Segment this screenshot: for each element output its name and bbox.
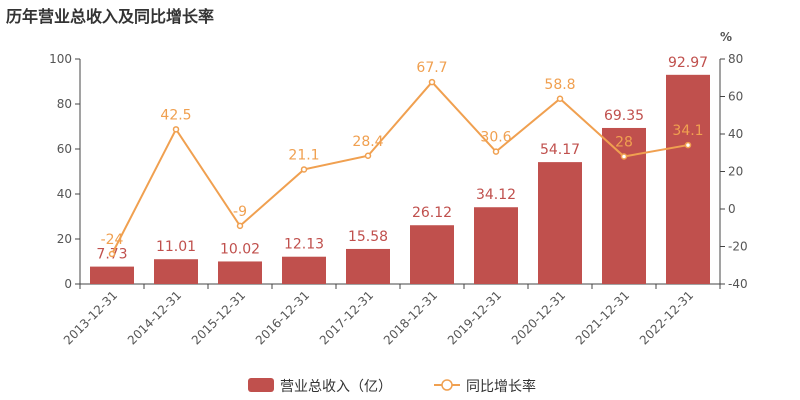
growth-rate-label: -24 [101,232,124,248]
bar-value-label: 12.13 [284,237,324,253]
left-tick-label: 0 [64,277,72,291]
bar [346,248,390,284]
bar-value-label: 11.01 [156,239,196,255]
bar-value-label: 26.12 [412,205,452,221]
growth-rate-point [684,141,692,149]
growth-rate-point [620,153,628,160]
legend-label-growth: 同比增长率 [466,378,536,395]
bar [474,207,518,284]
right-tick-label: -20 [728,240,748,254]
growth-rate-point [428,78,436,86]
right-axis-unit: % [720,30,732,44]
growth-rate-label: 67.7 [416,60,447,76]
x-tick-label: 2021-12-31 [573,288,632,347]
x-tick-label: 2013-12-31 [61,288,120,347]
x-tick-label: 2015-12-31 [189,288,248,347]
growth-rate-label: 28.4 [352,134,383,150]
x-tick-label: 2018-12-31 [381,288,440,347]
bar [90,266,134,284]
right-tick-label: 40 [728,127,743,141]
right-tick-label: 80 [728,52,743,66]
growth-rate-label: 30.6 [480,130,511,146]
x-tick-label: 2016-12-31 [253,288,312,347]
growth-rate-point [236,222,244,230]
growth-rate-point [172,126,180,133]
bar [666,74,710,284]
x-tick-label: 2019-12-31 [445,288,504,347]
left-tick-label: 20 [57,232,72,246]
right-tick-label: 20 [728,165,743,179]
x-tick-label: 2022-12-31 [637,288,696,347]
chart-title: 历年营业总收入及同比增长率 [6,7,215,26]
bar [154,259,198,284]
left-tick-label: 100 [49,52,72,66]
bar-value-label: 34.12 [476,187,516,203]
bar-value-label: 10.02 [220,241,260,257]
legend-swatch-revenue [248,378,274,392]
bar [218,261,262,284]
x-tick-label: 2020-12-31 [509,288,568,347]
legend-label-revenue: 营业总收入（亿） [280,379,392,395]
bar-value-label: 92.97 [668,55,708,71]
right-tick-label: 60 [728,90,743,104]
growth-rate-label: 42.5 [160,107,191,123]
legend-swatch-growth-marker [441,379,453,391]
left-tick-label: 80 [57,97,72,111]
bar [410,225,454,284]
bar-value-label: 69.35 [604,108,644,124]
growth-rate-label: 58.8 [544,77,575,93]
growth-rate-line [111,80,689,255]
x-tick-label: 2017-12-31 [317,288,376,347]
x-tick-label: 2014-12-31 [125,288,184,347]
growth-rate-label: 21.1 [288,147,319,163]
left-tick-label: 60 [57,142,72,156]
bar-value-label: 15.58 [348,229,388,245]
growth-rate-point [364,152,372,159]
growth-rate-point [556,95,564,102]
growth-rate-point [108,250,116,258]
left-tick-label: 40 [57,187,72,201]
growth-rate-point [300,166,308,173]
right-tick-label: 0 [728,202,736,216]
bar-value-label: 54.17 [540,142,580,158]
growth-rate-point [492,148,500,155]
growth-rate-label: 28 [615,135,633,151]
right-tick-label: -40 [728,277,748,291]
bar [602,127,646,285]
bar [538,162,582,284]
growth-rate-label: 34.1 [672,123,703,139]
bar [282,256,326,284]
growth-rate-label: -9 [233,204,247,220]
